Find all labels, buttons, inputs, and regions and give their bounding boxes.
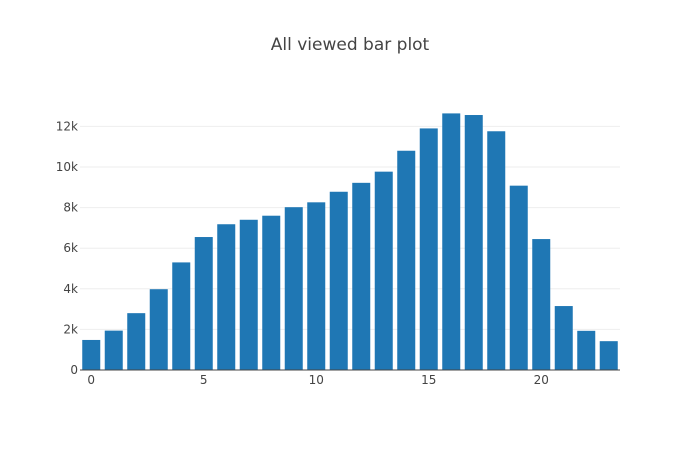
y-tick-label: 2k <box>63 322 78 336</box>
y-tick-label: 6k <box>63 241 78 255</box>
bar[interactable] <box>352 182 371 370</box>
bar[interactable] <box>104 330 123 370</box>
bar[interactable] <box>217 224 236 370</box>
bar[interactable] <box>307 202 326 370</box>
bar[interactable] <box>149 289 168 370</box>
bars-layer <box>82 113 618 371</box>
bar[interactable] <box>329 191 348 370</box>
bar[interactable] <box>284 207 303 370</box>
bar[interactable] <box>577 330 596 370</box>
x-tick-labels: 0 5 10 15 20 <box>87 373 548 387</box>
bar[interactable] <box>442 113 461 371</box>
bar[interactable] <box>487 131 506 370</box>
chart-title: All viewed bar plot <box>271 35 430 55</box>
x-tick-label: 10 <box>309 373 324 387</box>
bar[interactable] <box>397 150 416 370</box>
bar[interactable] <box>509 185 528 370</box>
bar[interactable] <box>172 262 191 370</box>
x-tick-label: 20 <box>534 373 549 387</box>
bar[interactable] <box>127 313 146 370</box>
bar[interactable] <box>374 171 393 370</box>
y-tick-labels: 0 2k 4k 6k 8k 10k 12k <box>56 119 78 377</box>
bar[interactable] <box>599 341 618 370</box>
y-tick-label: 12k <box>56 119 78 133</box>
x-tick-label: 0 <box>87 373 95 387</box>
x-tick-label: 15 <box>421 373 436 387</box>
bar[interactable] <box>262 215 281 370</box>
bar[interactable] <box>82 339 101 370</box>
bar[interactable] <box>194 237 213 370</box>
bar[interactable] <box>239 219 258 370</box>
bar[interactable] <box>464 115 483 371</box>
y-tick-label: 8k <box>63 201 78 215</box>
bar[interactable] <box>532 239 551 370</box>
bar[interactable] <box>419 128 438 370</box>
y-tick-label: 10k <box>56 160 78 174</box>
y-tick-label: 4k <box>63 282 78 296</box>
y-tick-label: 0 <box>70 363 78 377</box>
grid-layer <box>80 125 620 330</box>
bar[interactable] <box>554 306 573 370</box>
x-tick-label: 5 <box>200 373 208 387</box>
